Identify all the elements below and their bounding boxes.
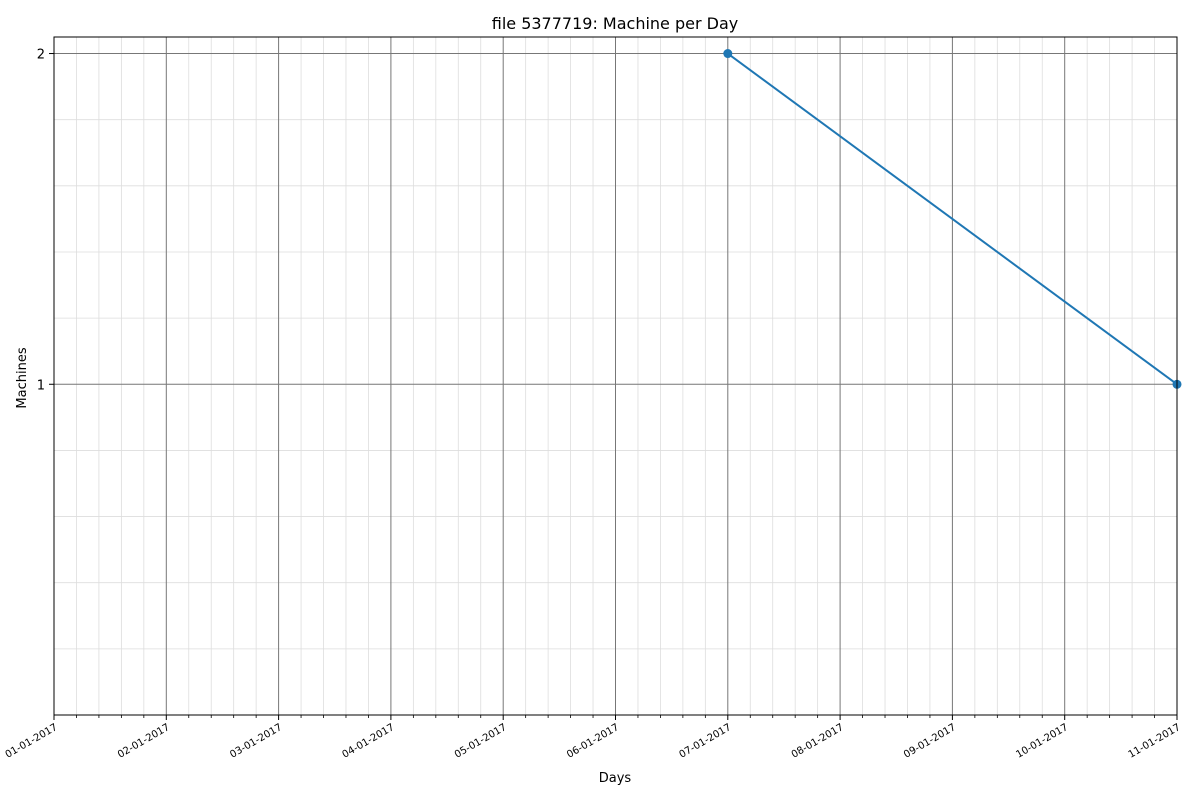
series-line [727, 52, 1178, 386]
y-tick-label: 1 [37, 378, 45, 393]
major-gridlines [53, 37, 1178, 715]
x-tick-label: 09-01-2017 [902, 722, 958, 761]
axes-frame [49, 36, 1178, 720]
y-tick-label: 2 [37, 48, 45, 63]
data-point [723, 49, 733, 59]
y-axis-label: Machines [15, 347, 30, 408]
plot-frame [53, 36, 1178, 716]
x-tick-label: 07-01-2017 [677, 722, 733, 761]
x-tick-label: 03-01-2017 [228, 722, 284, 761]
minor-gridlines [54, 37, 1177, 715]
x-axis-label: Days [599, 771, 632, 786]
x-tick-label: 01-01-2017 [4, 722, 60, 761]
x-tick-label: 02-01-2017 [116, 722, 172, 761]
x-tick-label: 08-01-2017 [790, 722, 846, 761]
x-tick-label: 10-01-2017 [1014, 722, 1070, 761]
x-tick-label: 06-01-2017 [565, 722, 621, 761]
x-tick-label: 11-01-2017 [1127, 722, 1183, 761]
x-tick-label: 05-01-2017 [453, 722, 509, 761]
x-tick-label: 04-01-2017 [341, 722, 397, 761]
chart-title: file 5377719: Machine per Day [492, 14, 739, 33]
